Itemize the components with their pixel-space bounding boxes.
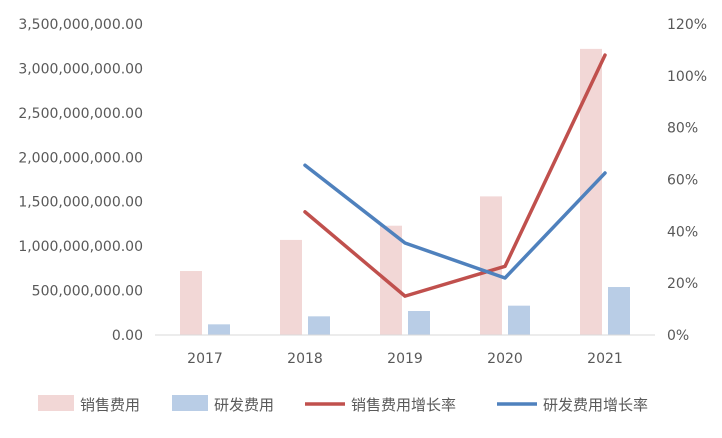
- right-tick-label: 60%: [667, 173, 698, 189]
- line-sales-growth-rate: [303, 53, 607, 298]
- legend-rd-growth-rate: 研发费用增长率: [497, 396, 648, 414]
- x-tick-label: 2017: [187, 351, 223, 367]
- legend-swatch: [38, 395, 74, 411]
- legend-sales-growth-rate: 销售费用增长率: [305, 396, 456, 414]
- legend-label: 研发费用: [214, 396, 274, 414]
- left-tick-label: 3,000,000,000.00: [18, 61, 143, 77]
- legend-label: 销售费用增长率: [351, 396, 456, 414]
- bar-rd-expense-2020: [508, 305, 530, 335]
- left-tick-label: 500,000,000.00: [32, 284, 143, 300]
- bar-sales-expense-2018: [280, 239, 302, 335]
- right-tick-label: 120%: [667, 17, 707, 33]
- left-tick-label: 0.00: [112, 328, 143, 344]
- x-axis-ticks: 2017 2018 2019 2020 2021: [187, 351, 623, 367]
- bar-sales-expense-2019: [380, 225, 402, 335]
- bars-layer: [180, 48, 630, 335]
- bar-sales-expense-2021: [580, 48, 602, 335]
- legend-sales-expense: 销售费用: [38, 395, 140, 414]
- left-tick-label: 2,500,000,000.00: [18, 106, 143, 122]
- legend-rd-expense: 研发费用: [172, 395, 274, 414]
- bar-rd-expense-2017: [208, 324, 230, 335]
- legend-label: 销售费用: [80, 396, 140, 414]
- bar-sales-expense-2020: [480, 196, 502, 335]
- line-rd-growth-rate: [303, 163, 607, 280]
- lines-layer: [303, 53, 607, 298]
- x-tick-label: 2021: [587, 351, 623, 367]
- left-tick-label: 2,000,000,000.00: [18, 150, 143, 166]
- right-tick-label: 0%: [667, 328, 689, 344]
- right-tick-label: 80%: [667, 121, 698, 137]
- bar-rd-expense-2019: [408, 311, 430, 335]
- x-tick-label: 2018: [287, 351, 323, 367]
- bar-rd-expense-2018: [308, 316, 330, 335]
- right-tick-label: 20%: [667, 276, 698, 292]
- legend-swatch: [172, 395, 208, 411]
- left-axis-ticks: 0.00 500,000,000.00 1,000,000,000.00 1,500,…: [18, 17, 143, 344]
- right-axis-ticks: 0% 20% 40% 60% 80% 100% 120%: [667, 17, 707, 344]
- right-tick-label: 100%: [667, 69, 707, 85]
- bar-rd-expense-2021: [608, 287, 630, 335]
- left-tick-label: 1,500,000,000.00: [18, 195, 143, 211]
- bar-sales-expense-2017: [180, 271, 202, 335]
- left-tick-label: 3,500,000,000.00: [18, 17, 143, 33]
- left-tick-label: 1,000,000,000.00: [18, 239, 143, 255]
- legend-label: 研发费用增长率: [543, 396, 648, 414]
- right-tick-label: 40%: [667, 224, 698, 240]
- legend: 销售费用 研发费用 销售费用增长率 研发费用增长率: [38, 395, 648, 414]
- x-tick-label: 2019: [387, 351, 423, 367]
- x-tick-label: 2020: [487, 351, 523, 367]
